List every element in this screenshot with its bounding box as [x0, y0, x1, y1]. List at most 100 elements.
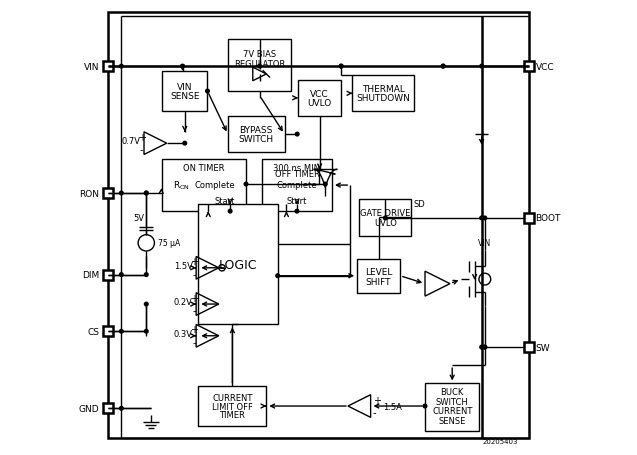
Circle shape	[340, 65, 343, 69]
Bar	[103, 404, 113, 413]
Circle shape	[206, 90, 210, 94]
Circle shape	[145, 273, 148, 277]
Circle shape	[480, 217, 483, 220]
Text: BUCK: BUCK	[441, 388, 464, 397]
Text: Complete: Complete	[276, 180, 317, 189]
Text: SENSE: SENSE	[170, 92, 199, 101]
Circle shape	[276, 274, 280, 278]
Text: +: +	[190, 257, 198, 267]
Circle shape	[120, 192, 123, 195]
Text: SD: SD	[413, 199, 426, 208]
Text: SHIFT: SHIFT	[366, 277, 391, 286]
Text: +: +	[373, 395, 381, 405]
Bar	[298, 81, 341, 116]
Bar	[103, 270, 113, 280]
Text: -: -	[192, 269, 196, 279]
Circle shape	[296, 133, 299, 136]
Text: CS: CS	[87, 327, 99, 336]
Text: THERMAL: THERMAL	[362, 85, 404, 94]
Text: LIMIT OFF: LIMIT OFF	[212, 402, 253, 410]
Bar	[262, 160, 332, 212]
Text: VIN: VIN	[177, 83, 192, 92]
Text: 300 ns MIN: 300 ns MIN	[273, 163, 320, 172]
Circle shape	[145, 330, 148, 334]
Text: +: +	[190, 293, 198, 303]
Text: VCC: VCC	[310, 90, 329, 99]
Text: TIMER: TIMER	[220, 410, 245, 420]
Text: +: +	[190, 325, 198, 335]
Text: 1.5V: 1.5V	[174, 262, 192, 270]
Bar	[359, 199, 412, 237]
Text: Complete: Complete	[194, 180, 234, 189]
Circle shape	[480, 65, 483, 69]
Circle shape	[120, 65, 123, 69]
Circle shape	[441, 65, 445, 69]
Text: UVLO: UVLO	[374, 219, 397, 228]
Circle shape	[228, 210, 232, 213]
Text: 0.7V: 0.7V	[122, 137, 140, 146]
Text: GND: GND	[78, 404, 99, 413]
Circle shape	[181, 65, 184, 69]
Bar	[103, 327, 113, 337]
Text: LEVEL: LEVEL	[365, 267, 392, 276]
Circle shape	[483, 217, 487, 220]
Circle shape	[295, 210, 299, 213]
Circle shape	[480, 345, 483, 349]
Text: SENSE: SENSE	[438, 416, 466, 425]
Circle shape	[340, 65, 343, 69]
Bar	[162, 160, 246, 212]
Circle shape	[120, 407, 123, 410]
Text: BOOT: BOOT	[536, 214, 561, 223]
Text: SWITCH: SWITCH	[239, 135, 274, 144]
Bar	[228, 40, 291, 92]
Text: 0.2V: 0.2V	[174, 298, 192, 307]
Circle shape	[120, 330, 123, 334]
Circle shape	[483, 345, 487, 349]
Bar	[228, 116, 285, 153]
Circle shape	[183, 142, 187, 146]
Circle shape	[441, 65, 445, 69]
Text: -: -	[373, 407, 376, 417]
Bar	[352, 76, 413, 112]
Text: UVLO: UVLO	[308, 99, 332, 108]
Text: LOGIC: LOGIC	[218, 258, 257, 271]
Bar	[524, 62, 534, 72]
Bar	[425, 384, 480, 431]
Circle shape	[120, 273, 123, 277]
Text: SWITCH: SWITCH	[436, 397, 469, 406]
Circle shape	[324, 183, 327, 187]
Text: VIN: VIN	[83, 62, 99, 71]
Text: 5V: 5V	[133, 214, 144, 223]
Text: Start: Start	[214, 197, 234, 206]
Bar	[103, 189, 113, 198]
Bar	[524, 213, 534, 223]
Text: +: +	[138, 132, 146, 142]
Text: BYPASS: BYPASS	[240, 126, 273, 135]
Circle shape	[258, 65, 261, 69]
Circle shape	[423, 404, 427, 408]
Text: SW: SW	[536, 343, 550, 352]
Text: 1.5A: 1.5A	[383, 402, 402, 410]
Bar	[524, 342, 534, 352]
Text: 75 μA: 75 μA	[157, 239, 180, 248]
Text: -: -	[140, 145, 143, 155]
Text: Start: Start	[287, 197, 307, 206]
Text: REGULATOR: REGULATOR	[234, 61, 285, 69]
Text: ON TIMER: ON TIMER	[183, 163, 225, 172]
Text: -: -	[192, 306, 196, 316]
Text: R: R	[173, 180, 180, 189]
Bar	[198, 386, 266, 426]
Circle shape	[145, 303, 148, 306]
Text: RON: RON	[79, 189, 99, 198]
Bar	[162, 71, 208, 112]
Circle shape	[383, 217, 387, 220]
Text: 20205403: 20205403	[482, 438, 518, 444]
Text: VIN: VIN	[478, 239, 492, 248]
Text: CURRENT: CURRENT	[432, 407, 473, 415]
Circle shape	[244, 183, 248, 187]
Text: ON: ON	[180, 184, 189, 189]
Text: 7V BIAS: 7V BIAS	[243, 50, 276, 59]
Text: OFF TIMER: OFF TIMER	[275, 170, 319, 179]
Bar	[103, 62, 113, 72]
Bar	[198, 205, 278, 325]
